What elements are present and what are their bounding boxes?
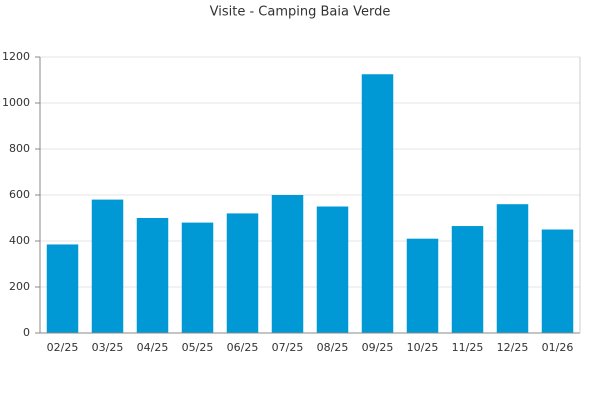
x-tick-label: 02/25	[47, 341, 79, 354]
y-tick-label: 600	[9, 188, 30, 201]
x-tick-label: 08/25	[317, 341, 349, 354]
x-tick-label: 11/25	[452, 341, 484, 354]
grid	[40, 56, 580, 334]
x-tick-label: 09/25	[362, 341, 394, 354]
x-tick-label: 10/25	[407, 341, 439, 354]
y-tick-label: 400	[9, 234, 30, 247]
bar	[136, 218, 169, 333]
x-tick-label: 04/25	[137, 341, 169, 354]
bar	[181, 222, 214, 333]
bar	[46, 244, 79, 333]
x-tick-label: 12/25	[497, 341, 529, 354]
y-tick-label: 800	[9, 142, 30, 155]
x-tick-label: 05/25	[182, 341, 214, 354]
x-tick-label: 07/25	[272, 341, 304, 354]
bars	[46, 74, 574, 333]
bar	[406, 238, 439, 333]
chart-title: Visite - Camping Baia Verde	[210, 5, 391, 20]
x-tick-label: 06/25	[227, 341, 259, 354]
bar	[451, 226, 484, 333]
x-tick-label: 01/26	[542, 341, 574, 354]
y-tick-label: 0	[23, 326, 30, 339]
bar	[361, 74, 394, 333]
bar	[271, 195, 304, 333]
bar	[226, 213, 259, 333]
bar	[496, 204, 529, 333]
bar	[91, 199, 124, 333]
bar	[541, 229, 574, 333]
y-tick-label: 200	[9, 280, 30, 293]
x-tick-label: 03/25	[92, 341, 124, 354]
y-tick-label: 1000	[2, 96, 30, 109]
y-tick-label: 1200	[2, 50, 30, 63]
bar	[316, 206, 349, 333]
